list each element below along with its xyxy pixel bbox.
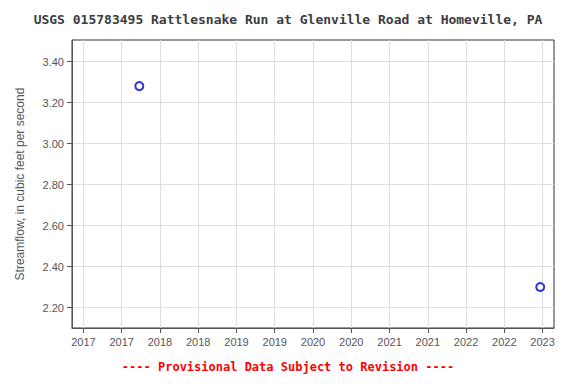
svg-text:2.20: 2.20 [43, 302, 64, 314]
svg-text:3.40: 3.40 [43, 56, 64, 68]
svg-text:2019: 2019 [224, 336, 248, 348]
svg-text:2020: 2020 [339, 336, 363, 348]
svg-text:2019: 2019 [263, 336, 287, 348]
svg-text:2017: 2017 [71, 336, 95, 348]
svg-text:2022: 2022 [492, 336, 516, 348]
svg-text:3.00: 3.00 [43, 138, 64, 150]
svg-text:2020: 2020 [301, 336, 325, 348]
svg-text:2023: 2023 [530, 336, 554, 348]
svg-text:Streamflow, in cubic feet per: Streamflow, in cubic feet per second [13, 88, 27, 281]
svg-text:2018: 2018 [186, 336, 210, 348]
svg-text:2.60: 2.60 [43, 220, 64, 232]
svg-text:2.40: 2.40 [43, 261, 64, 273]
svg-text:2.80: 2.80 [43, 179, 64, 191]
svg-text:2021: 2021 [416, 336, 440, 348]
svg-text:USGS 015783495 Rattlesnake Run: USGS 015783495 Rattlesnake Run at Glenvi… [34, 12, 543, 27]
svg-text:2022: 2022 [454, 336, 478, 348]
svg-text:3.20: 3.20 [43, 97, 64, 109]
svg-text:2017: 2017 [109, 336, 133, 348]
svg-text:2018: 2018 [148, 336, 172, 348]
svg-text:2021: 2021 [377, 336, 401, 348]
svg-text:---- Provisional Data Subject: ---- Provisional Data Subject to Revisio… [122, 360, 454, 374]
